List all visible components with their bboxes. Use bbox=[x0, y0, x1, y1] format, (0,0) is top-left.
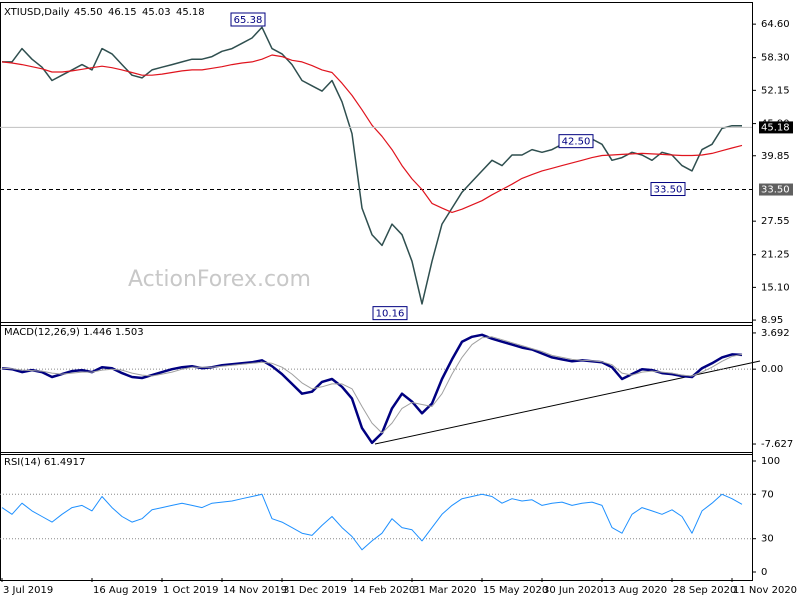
last-bar-value: 45.50 bbox=[74, 7, 103, 18]
y-tick-label: 15.10 bbox=[761, 282, 790, 293]
panel-frame bbox=[0, 452, 753, 581]
watermark: ActionForex.com bbox=[128, 267, 311, 292]
y-tick-label: 0 bbox=[761, 567, 767, 578]
current-price-label: 45.18 bbox=[761, 122, 790, 133]
last-bar-value: 45.03 bbox=[142, 7, 171, 18]
annotation-label: 10.16 bbox=[376, 309, 405, 320]
annotation-box bbox=[230, 12, 266, 27]
x-tick-label: 31 Dec 2019 bbox=[283, 585, 347, 596]
panel-frame bbox=[0, 2, 753, 326]
y-tick-label: 0.00 bbox=[761, 364, 783, 375]
x-tick-label: 16 Aug 2019 bbox=[93, 585, 157, 596]
series-line bbox=[1, 54, 743, 213]
panel-frame bbox=[0, 322, 753, 455]
panel-title: MACD(12,26,9) 1.446 1.503 bbox=[4, 327, 144, 338]
x-tick-label: 3 Jul 2019 bbox=[3, 585, 53, 596]
annotation-label: 33.50 bbox=[654, 185, 683, 196]
y-tick-label: 30 bbox=[761, 534, 774, 545]
y-tick-label: 21.25 bbox=[761, 250, 790, 261]
y-tick-label: 52.15 bbox=[761, 85, 790, 96]
annotation-box bbox=[372, 306, 408, 321]
y-tick-label: 58.30 bbox=[761, 53, 790, 64]
x-tick-label: 13 Aug 2020 bbox=[603, 585, 667, 596]
y-tick-label: 100 bbox=[761, 456, 780, 467]
y-tick-label: 8.95 bbox=[761, 315, 783, 326]
y-tick-label: 27.55 bbox=[761, 216, 790, 227]
x-tick-label: 31 Mar 2020 bbox=[413, 585, 476, 596]
x-tick-label: 11 Nov 2020 bbox=[733, 585, 797, 596]
series-line bbox=[2, 26, 742, 305]
series-line bbox=[1, 493, 743, 551]
y-tick-label: 70 bbox=[761, 489, 774, 500]
last-bar-value: 46.15 bbox=[108, 7, 137, 18]
x-tick-label: 14 Feb 2020 bbox=[353, 585, 415, 596]
y-tick-label: 39.85 bbox=[761, 151, 790, 162]
current-price-box bbox=[759, 121, 793, 134]
y-tick-label: 64.60 bbox=[761, 19, 790, 30]
annotation-label: 42.50 bbox=[562, 137, 591, 148]
series-line bbox=[1, 333, 743, 445]
x-tick-label: 28 Sep 2020 bbox=[673, 585, 736, 596]
x-tick-label: 1 Oct 2019 bbox=[163, 585, 218, 596]
x-tick-label: 30 Jun 2020 bbox=[543, 585, 603, 596]
level-label: 33.50 bbox=[761, 185, 790, 196]
x-tick-label: 14 Nov 2019 bbox=[223, 585, 287, 596]
panel-title: XTIUSD,Daily bbox=[4, 7, 70, 18]
annotation-box bbox=[558, 134, 594, 149]
annotation-box bbox=[650, 182, 686, 197]
annotation-label: 65.38 bbox=[234, 15, 263, 26]
x-tick-label: 15 May 2020 bbox=[483, 585, 548, 596]
level-label-box bbox=[759, 183, 793, 196]
last-bar-value: 45.18 bbox=[176, 7, 205, 18]
panel-title: RSI(14) 61.4917 bbox=[4, 457, 85, 468]
y-tick-label: 3.692 bbox=[761, 328, 790, 339]
series-line bbox=[1, 336, 743, 434]
y-tick-label: -7.627 bbox=[761, 439, 793, 450]
